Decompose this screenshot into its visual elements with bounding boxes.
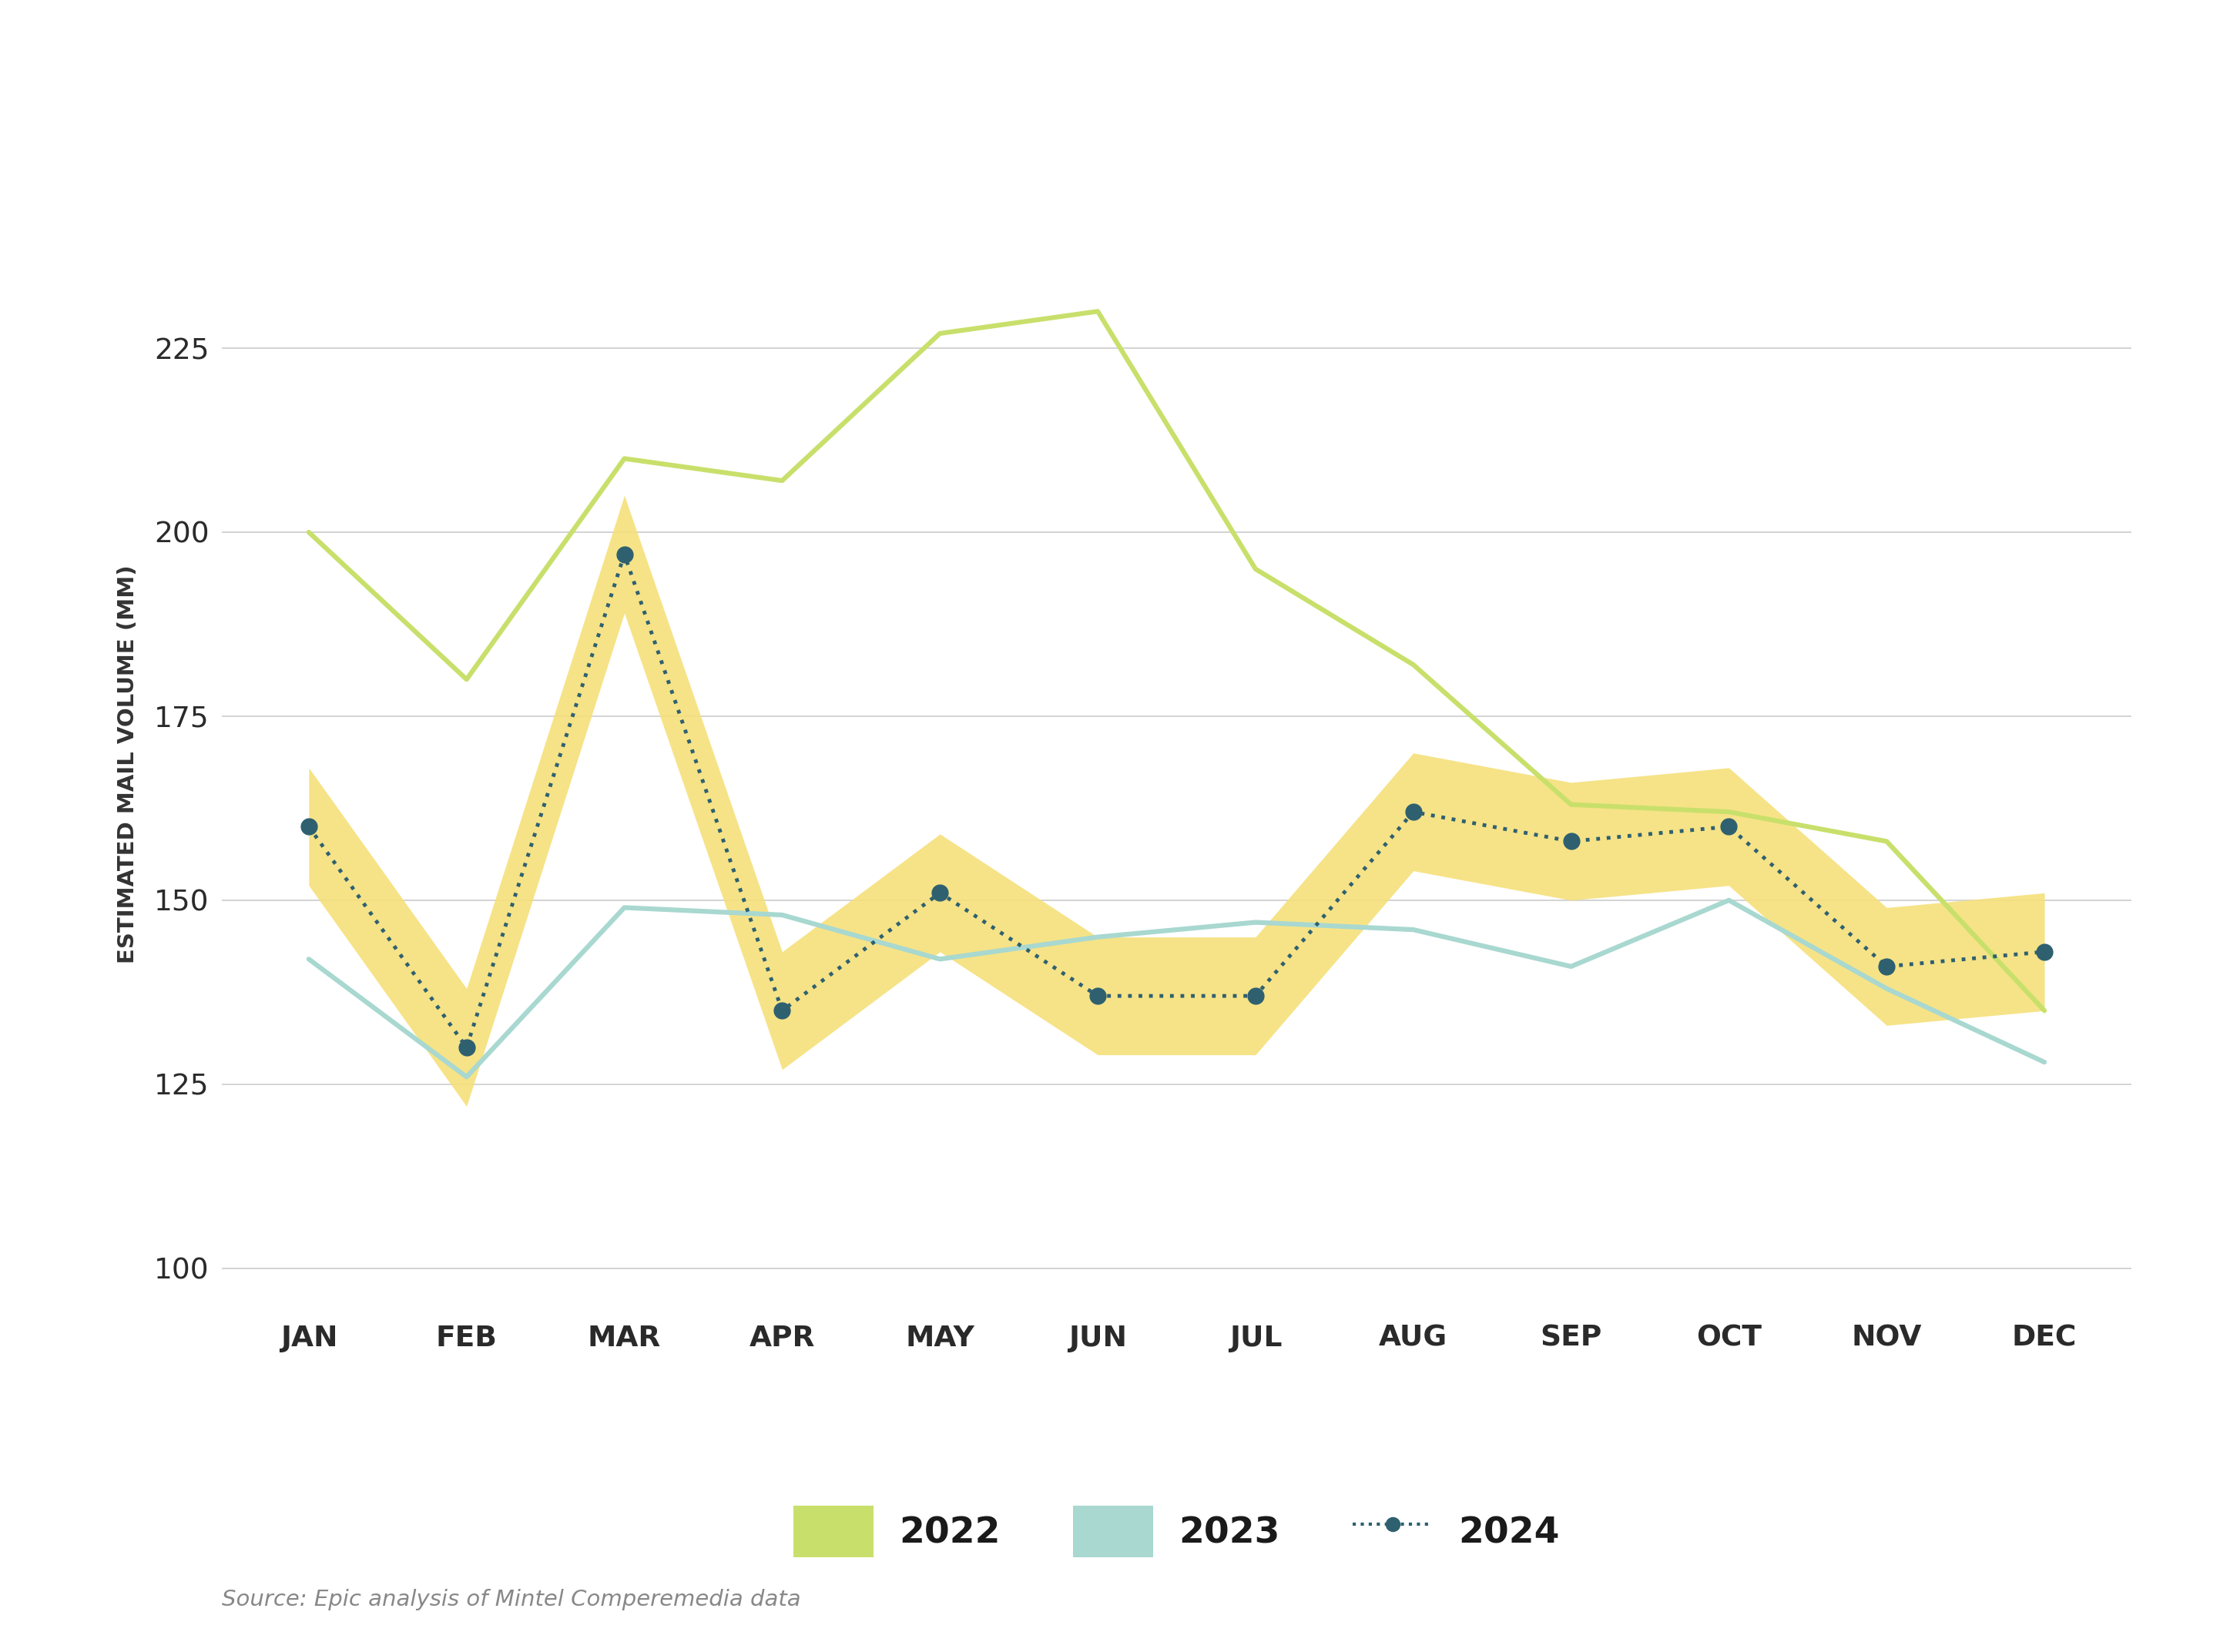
Text: PERSONAL LOAN MAIL VOLUME – YEAR OVER YEAR TREND: PERSONAL LOAN MAIL VOLUME – YEAR OVER YE… <box>238 64 1982 116</box>
Y-axis label: ESTIMATED MAIL VOLUME (MM): ESTIMATED MAIL VOLUME (MM) <box>118 565 140 963</box>
Legend: 2022, 2023, 2024: 2022, 2023, 2024 <box>779 1492 1574 1571</box>
Text: Source: Epic analysis of Mintel Comperemedia data: Source: Epic analysis of Mintel Comperem… <box>222 1589 801 1611</box>
